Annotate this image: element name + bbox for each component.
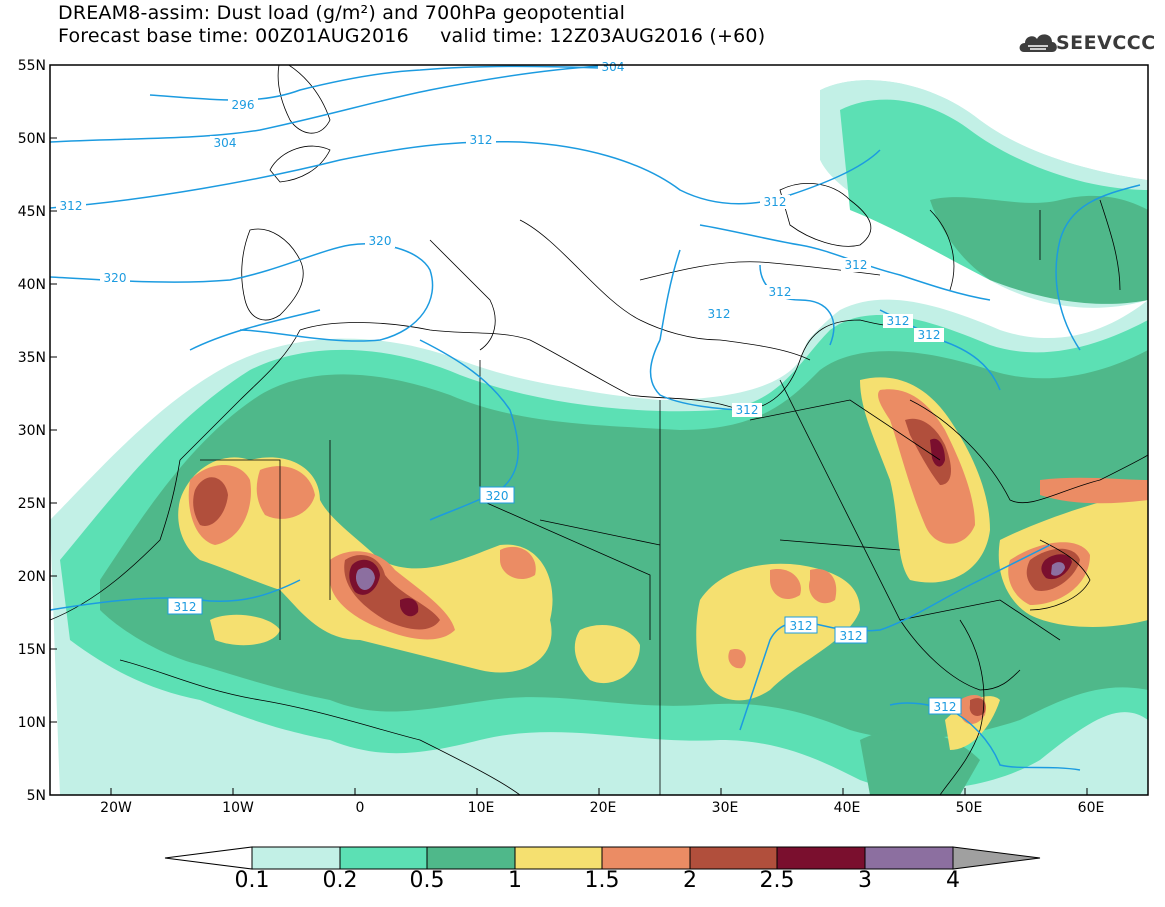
svg-text:312: 312 <box>887 314 910 328</box>
lat-label: 25N <box>18 496 46 512</box>
lat-label: 10N <box>18 715 46 731</box>
svg-text:312: 312 <box>174 600 197 614</box>
lat-label: 40N <box>18 277 46 293</box>
longitude-axis <box>110 788 1088 795</box>
colorbar-swatch <box>864 846 954 870</box>
lat-label: 45N <box>18 204 46 220</box>
colorbar-swatch <box>776 846 866 870</box>
lat-label: 50N <box>18 131 46 147</box>
longitude-labels: 20W 10W 0 10E 20E 30E 40E 50E 60E <box>100 800 1104 816</box>
colorbar-label: 0.2 <box>322 868 358 893</box>
colorbar-swatch <box>689 846 778 870</box>
cloud-logo-icon <box>1019 34 1057 52</box>
svg-text:312: 312 <box>60 199 83 213</box>
latitude-axis <box>50 64 57 723</box>
lat-label: 20N <box>18 569 46 585</box>
lon-label: 60E <box>1078 800 1105 816</box>
colorbar-swatch <box>251 846 341 870</box>
contour-label: 312 <box>760 195 790 209</box>
colorbar-label: 2.5 <box>759 868 795 893</box>
lon-label: 10E <box>468 800 495 816</box>
colorbar-label: 0.5 <box>409 868 445 893</box>
contour-label: 312 <box>883 314 913 328</box>
colorbar-label: 3 <box>858 868 872 893</box>
latitude-labels: 55N 50N 45N 40N 35N 30N 25N 20N 15N 10N … <box>18 58 46 804</box>
svg-text:304: 304 <box>602 60 625 74</box>
logo-text: SEEVCCC <box>1056 32 1156 54</box>
dust-field <box>50 65 1148 795</box>
contour-label: 312 <box>914 328 944 342</box>
svg-text:320: 320 <box>104 271 127 285</box>
contour-label: 304 <box>598 60 628 74</box>
contour-label: 320 <box>479 486 515 504</box>
contour-label: 312 <box>784 616 818 634</box>
colorbar-under-arrow <box>164 846 253 870</box>
lat-label: 30N <box>18 423 46 439</box>
svg-text:312: 312 <box>840 629 863 643</box>
lat-label: 15N <box>18 642 46 658</box>
contour-label: 312 <box>56 199 86 213</box>
lon-label: 10W <box>222 800 254 816</box>
contour-label: 312 <box>466 133 496 147</box>
svg-text:312: 312 <box>934 700 957 714</box>
svg-text:320: 320 <box>369 234 392 248</box>
svg-text:312: 312 <box>708 307 731 321</box>
colorbar-label: 1.5 <box>584 868 620 893</box>
colorbar-swatch <box>426 846 516 870</box>
colorbar-label: 2 <box>683 868 697 893</box>
colorbar-swatch <box>514 846 603 870</box>
contour-label: 312 <box>841 258 871 272</box>
colorbar-swatch <box>339 846 428 870</box>
svg-text:320: 320 <box>486 489 509 503</box>
contour-label: 304 <box>210 136 240 150</box>
svg-text:304: 304 <box>214 136 237 150</box>
map-title: DREAM8-assim: Dust load (g/m²) and 700hP… <box>58 2 626 24</box>
colorbar-swatch <box>601 846 691 870</box>
svg-text:312: 312 <box>764 195 787 209</box>
lat-label: 35N <box>18 350 46 366</box>
colorbar-over-arrow <box>952 846 1041 870</box>
lon-label: 50E <box>956 800 983 816</box>
contour-label: 296 <box>228 98 258 112</box>
lon-label: 0 <box>356 800 365 816</box>
lat-label: 5N <box>27 788 46 804</box>
map-subtitle: Forecast base time: 00Z01AUG2016 valid t… <box>58 25 766 47</box>
contour-label: 320 <box>100 271 130 285</box>
svg-text:312: 312 <box>845 258 868 272</box>
svg-text:312: 312 <box>769 285 792 299</box>
lon-label: 20W <box>100 800 132 816</box>
colorbar-label: 0.1 <box>234 868 270 893</box>
svg-text:312: 312 <box>918 328 941 342</box>
lon-label: 20E <box>590 800 617 816</box>
contour-label: 312 <box>928 697 962 715</box>
svg-text:296: 296 <box>232 98 255 112</box>
contour-label: 312 <box>765 285 795 299</box>
contour-labels: 304 296 304 312 312 320 320 320 312 312 … <box>56 60 962 715</box>
svg-text:312: 312 <box>790 619 813 633</box>
svg-text:312: 312 <box>736 403 759 417</box>
contour-label: 312 <box>834 626 868 644</box>
coastlines <box>50 65 1148 795</box>
contour-label: 312 <box>167 597 203 615</box>
lon-label: 40E <box>834 800 861 816</box>
colorbar <box>164 846 1041 870</box>
lon-label: 30E <box>712 800 739 816</box>
svg-text:312: 312 <box>470 133 493 147</box>
contour-label: 320 <box>365 234 395 248</box>
colorbar-label: 4 <box>946 868 960 893</box>
colorbar-label: 1 <box>508 868 522 893</box>
contour-label: 312 <box>704 307 734 321</box>
contour-label: 312 <box>732 403 762 417</box>
lat-label: 55N <box>18 58 46 74</box>
